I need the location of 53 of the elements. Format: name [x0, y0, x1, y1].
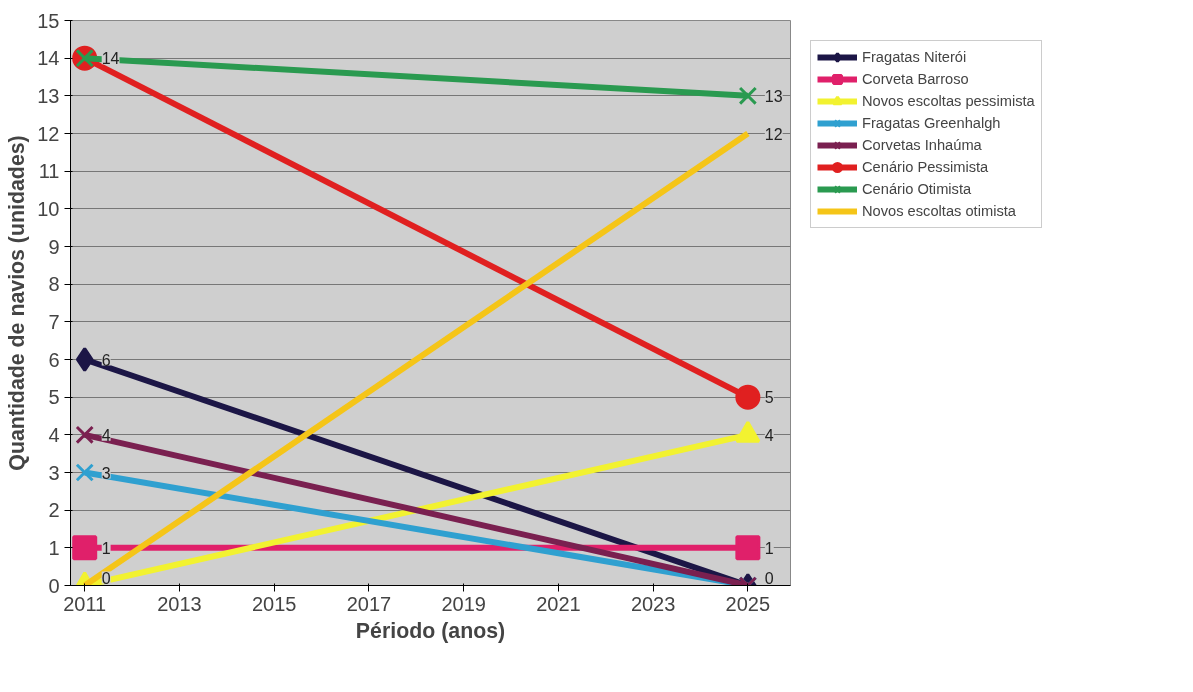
y-tick-label: 4: [48, 423, 60, 446]
y-tick-label: 1: [48, 536, 60, 559]
y-tick-label: 3: [48, 461, 60, 484]
x-tick-label: 2011: [63, 592, 107, 615]
point: [738, 86, 758, 106]
point: [75, 463, 94, 482]
x-axis-title: Périodo (anos): [355, 618, 506, 643]
x-tick-label: 2021: [536, 592, 581, 615]
legend-label: Novos escoltas otimista: [862, 203, 1016, 219]
legend-label: Novos escoltas pessimista: [862, 93, 1035, 109]
data-label: 1: [101, 539, 111, 557]
point: [75, 425, 94, 445]
legend-label: Corvetas Inhaúma: [862, 137, 982, 153]
data-label: 5: [764, 389, 774, 407]
data-label: 12: [764, 125, 783, 143]
y-tick-label: 5: [48, 386, 60, 409]
data-label: 0: [764, 569, 774, 587]
y-tick-label: 2: [48, 499, 60, 522]
x-tick-label: 2013: [157, 592, 202, 615]
data-label: 4: [764, 426, 774, 444]
y-tick-label: 14: [37, 47, 60, 70]
legend-label: Corveta Barroso: [862, 71, 969, 87]
data-label: 1: [764, 539, 774, 557]
y-axis-title: Quantidade de navios (unidades): [5, 135, 30, 471]
legend-label: Cenário Pessimista: [862, 159, 989, 175]
point: [75, 347, 94, 372]
data-label: 14: [101, 50, 120, 68]
data-label: 4: [101, 426, 111, 444]
x-tick-label: 2023: [630, 592, 676, 615]
y-tick-label: 15: [37, 9, 60, 32]
data-label: 3: [101, 464, 111, 482]
point: [72, 535, 98, 561]
y-tick-label: 9: [48, 235, 60, 258]
data-label: 13: [764, 87, 783, 105]
y-tick-label: 0: [48, 574, 60, 597]
y-tick-label: 13: [37, 84, 60, 107]
legend-label: Cenário Otimista: [862, 181, 972, 197]
legend-label: Fragatas Niterói: [862, 49, 967, 65]
point: [735, 384, 761, 410]
x-tick-label: 2019: [441, 592, 486, 615]
x-tick-label: 2017: [346, 592, 392, 615]
x-tick-label: 2015: [251, 592, 297, 615]
data-label: 0: [101, 569, 111, 587]
y-tick-label: 10: [37, 197, 60, 220]
y-tick-label: 11: [38, 160, 60, 183]
y-tick-label: 6: [48, 348, 60, 371]
data-label: 6: [101, 351, 111, 369]
y-tick-label: 8: [48, 273, 60, 296]
y-tick-label: 12: [37, 122, 60, 145]
point: [735, 535, 761, 561]
x-tick-label: 2025: [725, 592, 771, 615]
y-tick-label: 7: [48, 310, 60, 333]
legend-label: Fragatas Greenhalgh: [862, 115, 1001, 131]
